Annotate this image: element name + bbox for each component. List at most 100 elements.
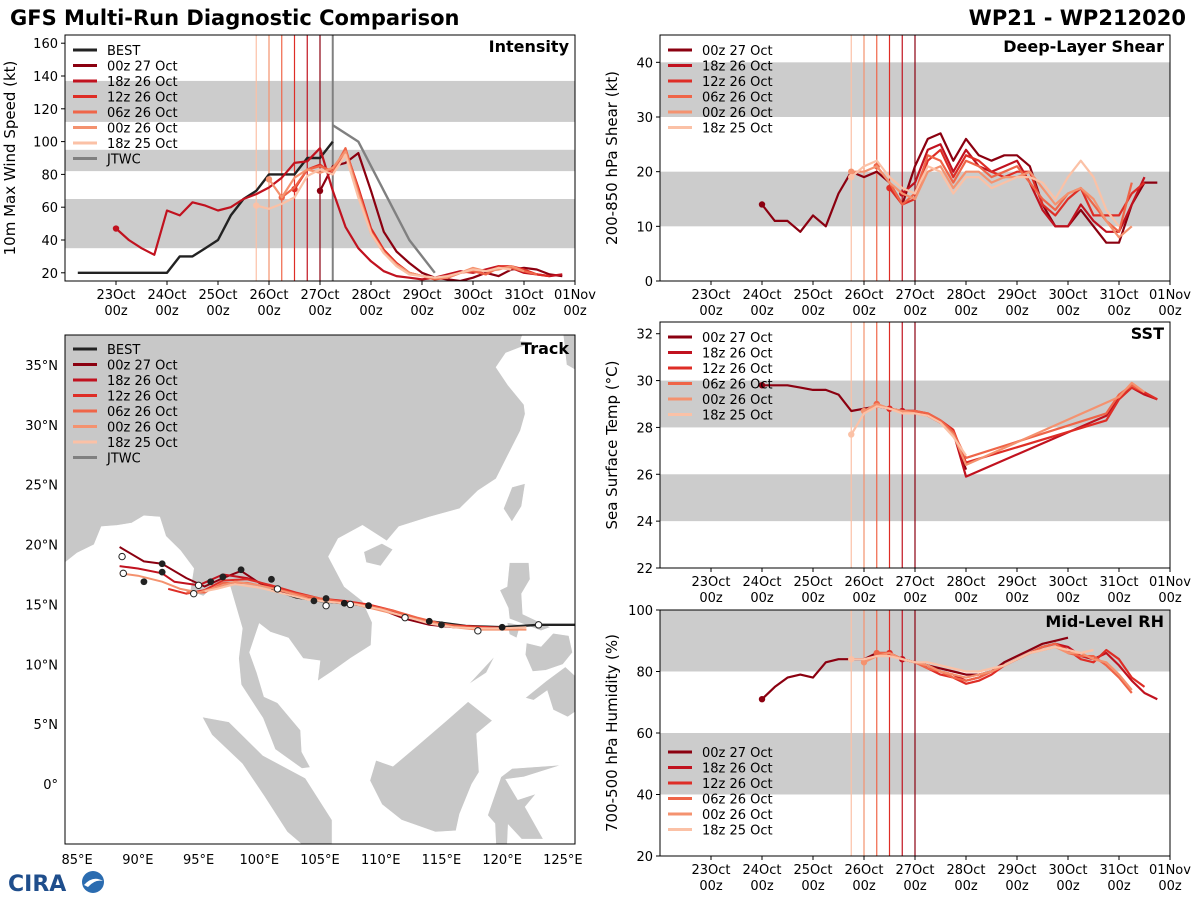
- intensity-xtick-label: 25Oct: [198, 288, 237, 303]
- shear-xtick-label: 29Oct: [997, 288, 1036, 303]
- rh-legend-label: 18z 25 Oct: [702, 824, 773, 839]
- sst-xtick-sublabel: 00z: [903, 591, 927, 606]
- track-point-open: [194, 581, 203, 590]
- track-point-filled: [322, 595, 330, 602]
- intensity-xtick-label: 31Oct: [504, 288, 543, 303]
- shear-ytick-label: 10: [636, 220, 653, 235]
- shear-xtick-label: 28Oct: [946, 288, 985, 303]
- intensity-xtick-label: 23Oct: [96, 288, 135, 303]
- shear-legend-label: 06z 26 Oct: [702, 91, 773, 106]
- rh-xtick-label: 27Oct: [895, 863, 934, 878]
- sst-xtick-sublabel: 00z: [1158, 591, 1182, 606]
- intensity-ytick-label: 160: [33, 37, 58, 52]
- intensity-series-jtwc: [332, 124, 436, 274]
- sst-xtick-label: 01Nov: [1149, 575, 1191, 590]
- intensity-xtick-label: 29Oct: [402, 288, 441, 303]
- sst-xtick-sublabel: 00z: [954, 591, 978, 606]
- sst-xtick-label: 30Oct: [1048, 575, 1087, 590]
- track-best-point: [425, 617, 433, 625]
- intensity-legend-label: BEST: [107, 44, 140, 59]
- shear-series-18z-25-oct-init-point: [848, 173, 855, 181]
- track-point-open: [119, 569, 127, 578]
- track-point-open: [534, 621, 543, 629]
- intensity-xtick-sublabel: 00z: [512, 304, 536, 319]
- sst-series-00z-27-oct-init-point: [758, 382, 766, 389]
- intensity-xtick-sublabel: 00z: [359, 304, 383, 319]
- sst-ytick-label: 22: [636, 562, 653, 577]
- intensity-series-18z-26-oct: [115, 147, 563, 281]
- track-lon-label: 105°E: [300, 853, 340, 868]
- track-best-point: [365, 602, 372, 610]
- track-best-point: [498, 623, 506, 631]
- sst-ytick-label: 24: [636, 515, 653, 530]
- intensity-legend-label: 18z 26 Oct: [107, 75, 178, 90]
- track-point-filled: [158, 560, 166, 568]
- track-frame: [64, 334, 576, 845]
- track-line-18z-25-oct: [204, 583, 527, 630]
- track-point-filled: [158, 568, 166, 576]
- shear-xtick-sublabel: 00z: [1005, 304, 1029, 319]
- sst-title: SST: [1131, 324, 1164, 343]
- shear-ytick-label: 40: [636, 56, 653, 71]
- shear-panel: 01020304023Oct00z24Oct00z25Oct00z26Oct00…: [603, 34, 1191, 319]
- shear-xtick-sublabel: 00z: [1158, 304, 1182, 319]
- intensity-ytick-label: 100: [33, 136, 58, 151]
- track-lat-label: 35°N: [25, 359, 58, 374]
- rh-xtick-sublabel: 00z: [954, 879, 978, 894]
- intensity-plot-area: [65, 35, 575, 281]
- land-taiwan: [503, 483, 526, 523]
- rh-xtick-label: 30Oct: [1048, 863, 1087, 878]
- intensity-xtick-sublabel: 00z: [155, 304, 179, 319]
- intensity-legend-label: 12z 26 Oct: [107, 91, 178, 106]
- intensity-xtick-sublabel: 00z: [104, 304, 128, 319]
- shear-legend-label: 00z 26 Oct: [702, 106, 773, 121]
- rh-legend-label: 00z 27 Oct: [702, 746, 773, 761]
- track-map-area: [65, 335, 575, 844]
- sst-series-18z-25-oct-init-point: [848, 431, 855, 438]
- shear-xtick-label: 26Oct: [844, 288, 883, 303]
- sst-xtick-label: 31Oct: [1099, 575, 1138, 590]
- track-lat-label: 5°N: [34, 718, 59, 733]
- intensity-legend-label: 18z 25 Oct: [107, 137, 178, 152]
- intensity-series-best: [77, 140, 334, 274]
- rh-legend-label: 18z 26 Oct: [702, 762, 773, 777]
- sst-xtick-sublabel: 00z: [699, 591, 723, 606]
- track-lon-label: 115°E: [422, 853, 462, 868]
- intensity-xtick-label: 27Oct: [300, 288, 339, 303]
- track-lat-label: 10°N: [25, 658, 58, 673]
- shear-xtick-sublabel: 00z: [903, 304, 927, 319]
- intensity-series-18z-25-oct: [256, 153, 512, 279]
- land-asia-mainland: [65, 335, 534, 769]
- track-lon-label: 90°E: [122, 853, 153, 868]
- track-lon-label: 120°E: [482, 853, 522, 868]
- shear-xtick-label: 24Oct: [742, 288, 781, 303]
- intensity-ytick-label: 80: [41, 168, 58, 183]
- rh-xtick-label: 23Oct: [691, 863, 730, 878]
- sst-xtick-label: 23Oct: [691, 575, 730, 590]
- track-point-filled: [268, 575, 275, 583]
- shear-xtick-label: 30Oct: [1048, 288, 1087, 303]
- rh-panel: 2040608010023Oct00z24Oct00z25Oct00z26Oct…: [603, 604, 1191, 894]
- track-legend-label: 06z 26 Oct: [107, 405, 178, 420]
- shear-title: Deep-Layer Shear: [1003, 37, 1164, 56]
- intensity-legend-label: 00z 26 Oct: [107, 122, 178, 137]
- cira-logo-swirl-icon: [84, 878, 103, 887]
- track-point-filled: [310, 597, 318, 605]
- track-legend-label: 18z 26 Oct: [107, 374, 178, 389]
- sst-xtick-label: 25Oct: [793, 575, 832, 590]
- shear-series-00z-26-oct-init-point: [848, 168, 855, 175]
- rh-series-00z-26-oct-init-point: [860, 659, 868, 666]
- shear-xtick-sublabel: 00z: [1056, 304, 1080, 319]
- track-legend-label: 00z 26 Oct: [107, 421, 178, 436]
- track-legend-label: 00z 27 Oct: [107, 359, 178, 374]
- sst-xtick-label: 28Oct: [946, 575, 985, 590]
- track-point-filled: [438, 621, 445, 629]
- rh-xtick-sublabel: 00z: [903, 879, 927, 894]
- intensity-xtick-label: 30Oct: [453, 288, 492, 303]
- track-lon-label: 125°E: [543, 853, 583, 868]
- intensity-xtick-label: 28Oct: [351, 288, 390, 303]
- track-point-open: [118, 552, 126, 561]
- track-point-open: [474, 627, 482, 635]
- land-visayas: [524, 632, 573, 672]
- shear-ytick-label: 30: [636, 111, 653, 126]
